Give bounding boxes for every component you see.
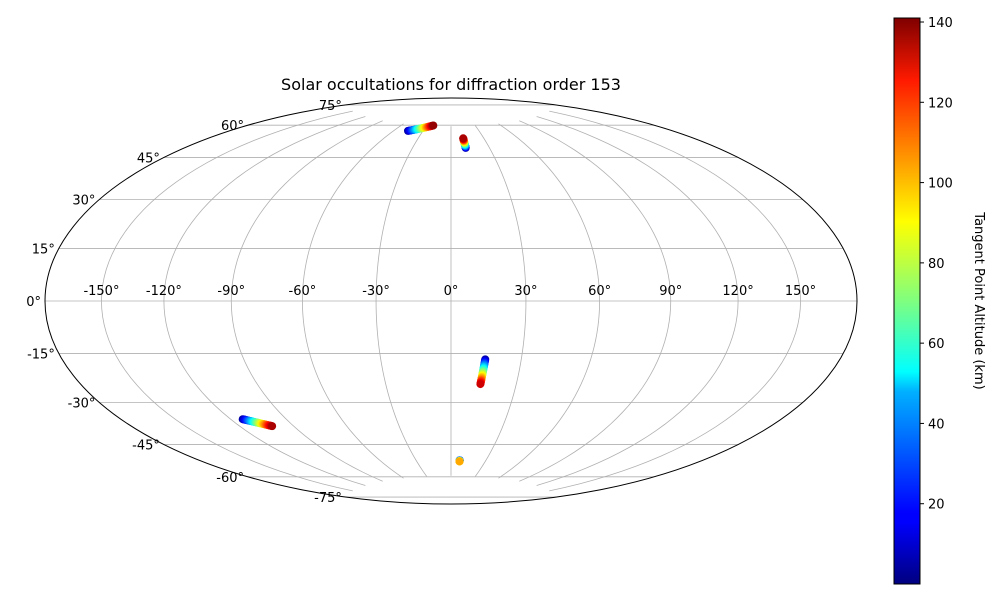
colorbar-tick-label: 140 xyxy=(928,16,953,31)
occultation-point xyxy=(268,422,277,431)
meridian-line xyxy=(519,120,672,482)
meridian-line xyxy=(498,123,601,479)
occultation-point xyxy=(476,380,485,389)
meridian-line xyxy=(101,110,353,492)
longitude-tick-label: 0° xyxy=(444,284,459,299)
occultation-point xyxy=(459,134,468,143)
longitude-tick-label: -30° xyxy=(362,284,390,299)
longitude-tick-label: -60° xyxy=(289,284,317,299)
colorbar-tick-label: 120 xyxy=(928,96,953,111)
meridian-line xyxy=(536,116,739,486)
latitude-tick-label: 45° xyxy=(137,151,160,166)
scatter-points xyxy=(238,121,490,466)
meridian-line xyxy=(475,125,527,477)
graticule-grid xyxy=(45,104,857,498)
longitude-tick-label: -150° xyxy=(83,284,119,299)
latitude-tick-label: -75° xyxy=(314,491,342,506)
map-boundary xyxy=(44,97,858,505)
colorbar-label: Tangent Point Altitude (km) xyxy=(971,211,986,389)
longitude-tick-label: -90° xyxy=(217,284,245,299)
colorbar-tick-label: 100 xyxy=(928,177,953,192)
longitude-tick-label: -120° xyxy=(146,284,182,299)
latitude-tick-label: -45° xyxy=(132,439,160,454)
colorbar-gradient xyxy=(893,17,921,585)
meridian-line xyxy=(549,110,801,492)
longitude-tick-label: 90° xyxy=(659,284,682,299)
meridian-line xyxy=(301,123,404,479)
longitude-tick-label: 60° xyxy=(588,284,611,299)
meridian-line xyxy=(230,120,383,482)
colorbar-tick-label: 60 xyxy=(928,337,945,352)
colorbar-tick-label: 40 xyxy=(928,417,945,432)
colorbar-ticks: 20 40 60 80 100 120 140 xyxy=(920,16,953,513)
occultation-point xyxy=(429,121,438,130)
latitude-tick-label: -30° xyxy=(68,397,96,412)
colorbar-tick-label: 20 xyxy=(928,498,945,513)
longitude-tick-label: 120° xyxy=(722,284,753,299)
colorbar: 20 40 60 80 100 120 140 Tangent Point Altitude… xyxy=(893,16,986,585)
longitude-tick-label: 150° xyxy=(785,284,816,299)
colorbar-tick-label: 80 xyxy=(928,257,945,272)
latitude-tick-label: 30° xyxy=(72,194,95,209)
latitude-tick-label: 15° xyxy=(32,242,55,257)
longitude-tick-labels: -150° -120° -90° -60° -30° 0° 30° 60° 90° 120° 150… xyxy=(83,284,816,299)
latitude-tick-label: 60° xyxy=(221,119,244,134)
latitude-tick-label: 0° xyxy=(26,295,41,310)
longitude-tick-label: 30° xyxy=(514,284,537,299)
occultation-point xyxy=(455,457,464,466)
chart-title: Solar occultations for diffraction order… xyxy=(281,75,621,94)
meridian-line xyxy=(375,125,427,477)
latitude-tick-label: 75° xyxy=(319,99,342,114)
meridian-line xyxy=(163,116,366,486)
latitude-tick-label: -60° xyxy=(216,471,244,486)
latitude-tick-labels: -75° -60° -45° -30° -15° 0° 15° 30° 45° 60° 75° xyxy=(26,99,342,506)
latitude-tick-label: -15° xyxy=(27,348,55,363)
